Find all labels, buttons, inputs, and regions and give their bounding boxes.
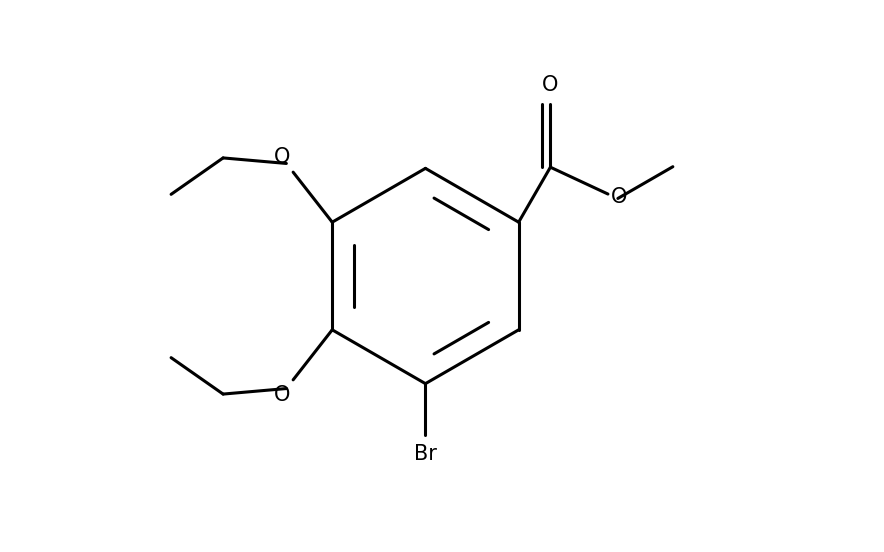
- Text: O: O: [274, 147, 290, 167]
- Text: O: O: [274, 385, 290, 405]
- Text: O: O: [611, 187, 627, 207]
- Text: O: O: [542, 76, 559, 95]
- Text: Br: Br: [414, 444, 437, 464]
